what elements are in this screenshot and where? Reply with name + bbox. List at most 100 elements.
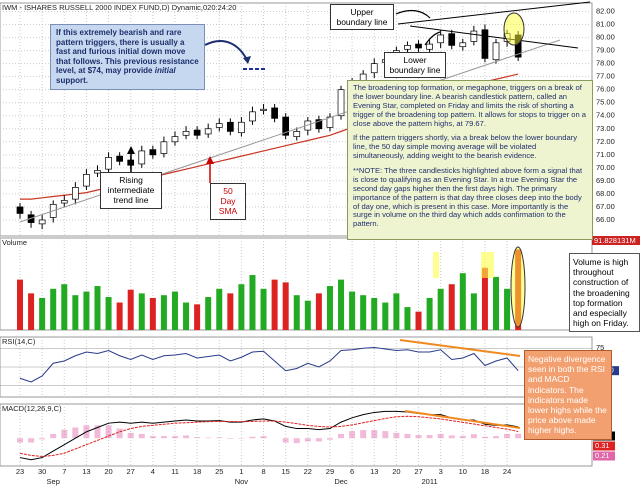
histogram-bar [227,438,234,439]
histogram-bar [50,433,57,439]
x-tick-label: 3 [439,467,443,476]
x-tick-label: 23 [16,467,24,476]
y-tick-label: 77.00 [596,72,615,81]
divergence-line [399,339,521,357]
x-tick-label: 6 [350,467,354,476]
y-tick-label: 82.00 [596,6,615,15]
histogram-bar [105,425,112,439]
x-tick-label: 24 [503,467,511,476]
histogram-bar [216,437,223,439]
candle-body [492,42,500,61]
histogram-bar [183,435,190,439]
volume-bar [260,288,267,330]
histogram-bar [249,436,256,439]
histogram-bar [481,436,488,439]
candle-body [370,63,378,74]
volume-bar [183,302,190,330]
candle-body [481,29,489,59]
x-tick-label: 7 [62,467,66,476]
x-tick-label: 11 [171,467,179,476]
candle-body [116,155,123,162]
volume-bar [50,288,57,330]
annotation: Negative divergence seen in both the RSI… [524,350,612,440]
candle-body [249,111,256,122]
month-label: Dec [334,477,348,486]
y-tick-label: 66.00 [596,215,615,224]
upper-boundary [397,1,591,25]
volume-bar [371,297,378,330]
candle-body [94,170,101,174]
y-tick-label: 79.00 [596,46,615,55]
candle-body [315,119,323,130]
candle-body [182,131,190,136]
candle-body [16,206,24,214]
volume-bar [382,302,389,330]
value-label-bg [593,451,615,461]
candle-body [83,174,90,187]
annotation: Rising intermediate trend line [100,172,162,209]
histogram-bar [315,438,322,442]
candle-body [448,33,456,46]
y-tick-label: 74.00 [596,111,615,120]
panel-label: MACD(12,26,9,C) [2,404,62,413]
histogram-bar [349,431,356,439]
volume-bar [105,297,112,330]
histogram-bar [282,438,289,443]
value-label: 0.21 [595,451,610,460]
histogram-bar [338,433,345,439]
histogram-bar [39,438,46,440]
text: The broadening top formation, or megapho… [353,83,587,128]
x-tick-label: 30 [38,467,46,476]
histogram-bar [426,435,433,439]
candle-body [470,30,478,42]
volume-bar [504,288,511,330]
lower-boundary [409,25,579,49]
histogram-bar [404,433,411,439]
volume-bar [448,284,455,330]
arrow-head [127,146,135,154]
text: support. [56,75,88,85]
value-label-bg [593,441,615,451]
volume-bar [83,291,90,330]
text: If this extremely bearish and rare patte… [56,28,199,76]
volume-bar [481,267,488,330]
volume-bar [205,297,212,330]
volume-bar [160,295,167,330]
y-tick-label: 71.00 [596,150,615,159]
volume-bar [39,297,46,330]
signal-line [19,415,519,457]
y-tick-label: 81.00 [596,20,615,29]
arrow-head [243,56,251,64]
x-tick-label: 20 [104,467,112,476]
histogram-bar [437,433,444,439]
histogram-bar [28,438,35,443]
volume-bar [238,284,245,330]
volume-bar [493,276,500,330]
y-tick-label: 75.00 [596,98,615,107]
histogram-bar [304,438,311,442]
candle-body [71,187,79,200]
volume-bar [171,291,178,330]
text: initial [154,66,176,76]
x-tick-label: 13 [82,467,90,476]
candle-body [215,123,223,128]
volume-bar [415,311,422,330]
candle-body [160,141,168,154]
highlight [510,246,526,328]
candle-body [337,89,345,117]
value-label: 0.31 [595,441,610,450]
volume-bar [315,293,322,330]
candle-body [282,116,290,136]
highlight [433,252,439,278]
annotation: Upper boundary line [330,4,394,31]
x-tick-label: 8 [261,467,265,476]
volume-bar [437,288,444,330]
candle-body [171,136,179,143]
arrow-head [206,156,214,164]
candle-body [271,107,278,119]
month-label: Nov [235,477,249,486]
histogram-bar [72,427,79,439]
histogram-bar [160,436,167,439]
y-tick-label: 69.00 [596,176,615,185]
